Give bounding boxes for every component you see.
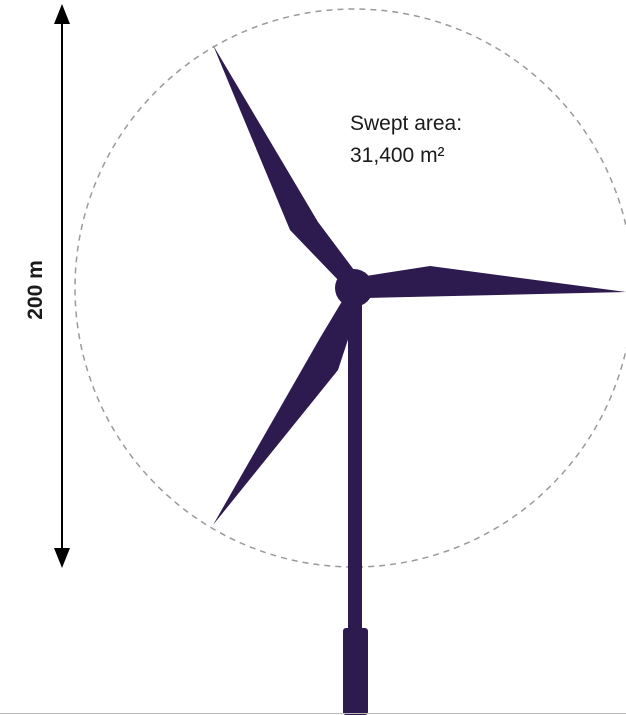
swept-circle xyxy=(74,8,626,568)
swept-area-value: 31,400 m² xyxy=(350,144,445,167)
hub xyxy=(335,269,373,307)
turbine xyxy=(213,45,626,715)
blade xyxy=(366,266,626,298)
blade xyxy=(213,45,360,282)
blade xyxy=(213,298,360,525)
tower xyxy=(348,290,362,715)
height-label: 200 m xyxy=(24,260,47,320)
swept-area-label: Swept area: xyxy=(350,112,462,135)
tower-base xyxy=(343,628,368,715)
